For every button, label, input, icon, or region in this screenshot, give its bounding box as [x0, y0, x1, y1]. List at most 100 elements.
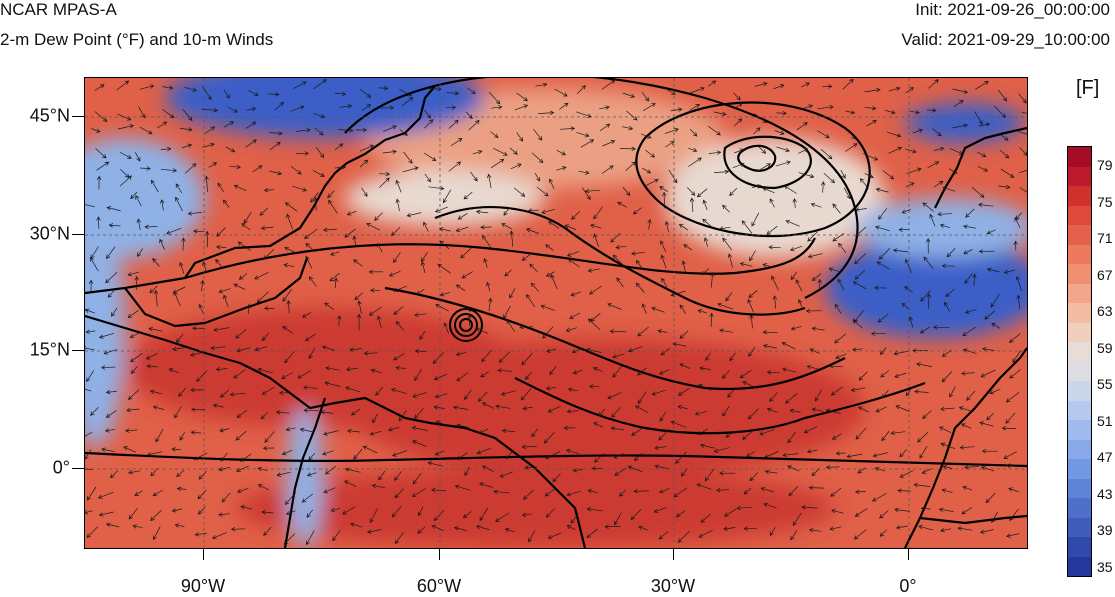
wind-arrow [795, 279, 803, 292]
cool-region-west [85, 208, 125, 448]
wind-arrow [576, 85, 586, 94]
wind-arrow [438, 227, 451, 232]
colorbar-segment [1068, 381, 1091, 401]
wind-arrow [981, 346, 995, 352]
wind-arrow [914, 389, 929, 394]
wind-arrow [233, 369, 246, 379]
wind-arrow [781, 341, 796, 350]
wind-arrow [881, 389, 889, 399]
wind-arrow [998, 184, 1011, 190]
wind-arrow [933, 180, 944, 188]
wind-arrow [482, 234, 492, 249]
wind-arrow [146, 363, 158, 369]
wind-arrow [261, 509, 274, 515]
wind-arrow [455, 226, 469, 233]
wind-arrow [918, 524, 933, 531]
wind-arrow [521, 252, 534, 261]
wind-arrow [823, 172, 836, 184]
wind-arrow [435, 303, 449, 312]
wind-arrow [181, 237, 186, 251]
wind-arrow [406, 212, 422, 218]
colorbar-segment [1068, 205, 1091, 225]
wind-arrow [150, 467, 159, 477]
wind-arrow [208, 162, 218, 168]
wind-arrow [330, 507, 340, 513]
wind-arrow [544, 451, 561, 460]
wind-arrow [759, 429, 775, 436]
wind-arrow [435, 420, 451, 428]
wind-arrow [547, 405, 561, 413]
wind-arrow [446, 105, 457, 110]
wind-arrow [434, 206, 448, 213]
wind-arrow [801, 104, 814, 110]
wind-arrow [434, 393, 448, 399]
neutral-region-north-atlantic [345, 170, 545, 226]
wind-arrow [240, 504, 252, 510]
wind-arrow [527, 208, 539, 213]
wind-arrow [284, 246, 297, 254]
wind-arrow [811, 468, 820, 477]
colorbar-label: 75 [1097, 193, 1113, 210]
wind-arrow [136, 248, 144, 257]
wind-arrow [528, 530, 536, 543]
wind-arrow [783, 185, 797, 194]
wind-arrow [570, 291, 581, 297]
wind-arrow [972, 273, 977, 287]
wind-arrow [659, 411, 667, 422]
colorbar-label: 43 [1097, 485, 1113, 502]
wind-arrow [394, 471, 402, 481]
wind-arrow [775, 160, 791, 167]
wind-arrow [798, 148, 809, 154]
wind-arrow [941, 371, 953, 383]
wind-arrow [628, 346, 643, 353]
wind-arrow [202, 142, 215, 148]
wind-arrow [742, 429, 755, 440]
wind-arrow [688, 157, 702, 167]
wind-arrow [594, 453, 605, 463]
wind-arrow [689, 128, 698, 137]
wind-arrow [978, 249, 995, 254]
wind-arrow [962, 326, 977, 336]
wind-arrow [212, 403, 224, 408]
wind-arrow [933, 324, 950, 330]
wind-arrow [675, 510, 686, 518]
wind-arrow [960, 423, 972, 429]
wind-arrow [263, 306, 275, 311]
wind-arrow [204, 126, 216, 134]
colorbar-segment [1068, 420, 1091, 440]
wind-arrow [1005, 463, 1019, 468]
wind-arrow [190, 407, 206, 412]
wind-arrow [563, 425, 576, 431]
wind-arrow [634, 405, 649, 413]
wind-arrow [858, 371, 868, 381]
hurricane [449, 308, 483, 342]
wind-arrow [946, 247, 956, 258]
wind-arrow [871, 492, 887, 502]
cool-region-andes [287, 408, 323, 548]
wind-arrow [366, 223, 380, 231]
wind-arrow [322, 227, 337, 233]
wind-arrow [725, 431, 735, 438]
wind-arrow [877, 313, 889, 323]
wind-arrow [640, 133, 652, 139]
wind-arrow [198, 303, 204, 314]
wind-arrow [306, 509, 313, 518]
wind-arrow [698, 529, 713, 538]
wind-arrow [999, 133, 1009, 141]
wind-arrow [940, 406, 955, 412]
wind-arrow [962, 348, 977, 354]
wind-arrow [353, 259, 363, 267]
wind-arrow [909, 110, 920, 115]
wind-arrow [617, 201, 627, 208]
map-svg [85, 78, 1027, 548]
wind-arrow [913, 482, 930, 488]
wind-arrow [941, 488, 953, 494]
wind-arrow [817, 104, 834, 110]
wind-arrow [248, 90, 259, 96]
wind-arrow [876, 261, 890, 270]
wind-arrow [835, 353, 847, 360]
wind-arrow [325, 366, 341, 371]
wind-arrow [479, 482, 493, 488]
wind-arrow [764, 469, 778, 475]
wind-arrow [940, 442, 956, 450]
